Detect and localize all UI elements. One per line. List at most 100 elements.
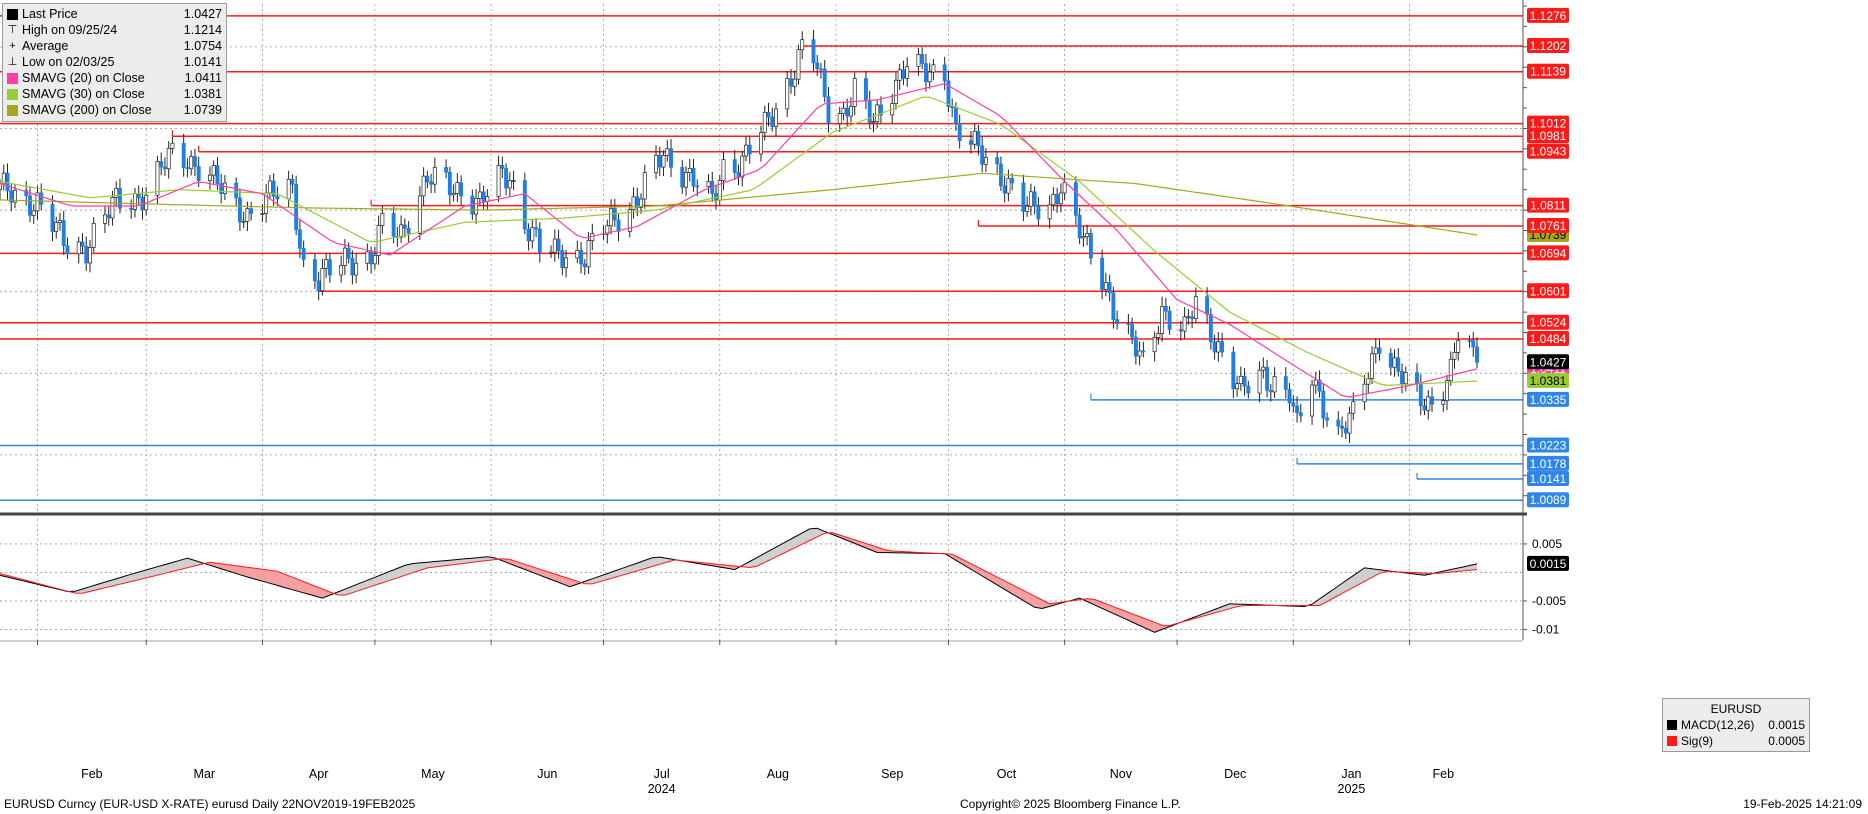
candle-body xyxy=(1051,194,1056,206)
price-axis-label-bg xyxy=(1527,63,1569,79)
candle-body xyxy=(1257,369,1262,394)
price-axis-label: 1.0427 xyxy=(1530,355,1567,369)
macd-histogram-band xyxy=(1207,609,1215,615)
candle-body xyxy=(1182,316,1187,332)
candle-body xyxy=(983,157,988,165)
macd-histogram-band xyxy=(794,532,803,548)
moving-averages xyxy=(0,82,1478,398)
macd-histogram-band xyxy=(877,547,885,553)
macd-histogram-band xyxy=(749,557,758,568)
legend-row: SMAVG (20) on Close 1.0411 xyxy=(7,70,222,86)
candle-body xyxy=(916,54,921,68)
candle-body xyxy=(312,259,317,282)
square-icon xyxy=(7,8,18,20)
candle-body xyxy=(564,257,569,269)
candle-body xyxy=(1115,319,1120,324)
candle-body xyxy=(451,192,456,196)
candle-body xyxy=(192,156,197,167)
candle-body xyxy=(792,78,797,87)
price-axis-label: 1.0981 xyxy=(1530,129,1567,143)
legend-row: MACD(12,26) 0.0015 xyxy=(1667,717,1805,733)
legend-label: Low on 02/03/25 xyxy=(22,55,115,69)
macd-histogram-band xyxy=(149,566,158,578)
candle-body xyxy=(1347,412,1352,434)
candle-body xyxy=(1073,182,1078,216)
macd-histogram-band xyxy=(854,539,863,547)
legend-value: 1.0427 xyxy=(183,7,222,21)
candle-body xyxy=(852,78,857,107)
candle-body xyxy=(942,64,947,82)
candle-body xyxy=(103,214,107,224)
candle-body xyxy=(185,167,190,170)
candle-body xyxy=(222,182,227,194)
candle-body xyxy=(1441,400,1446,405)
macd-histogram-band xyxy=(389,568,398,581)
price-axis-label-bg xyxy=(1527,331,1569,347)
price-axis-label: 1.0694 xyxy=(1530,246,1567,260)
candle-body xyxy=(432,167,437,185)
candle-body xyxy=(369,251,374,265)
candle-body xyxy=(1388,352,1393,368)
candle-body xyxy=(339,264,344,276)
candle-body xyxy=(627,209,632,232)
candle-body xyxy=(65,245,70,255)
candle-body xyxy=(474,198,479,215)
candle-body xyxy=(215,165,220,184)
candle-body xyxy=(301,247,306,260)
candle-body xyxy=(762,111,767,133)
macd-last-label: 0.0015 xyxy=(1530,557,1567,571)
macd-histogram-band xyxy=(239,566,248,578)
macd-histogram-band xyxy=(404,563,413,576)
candle-body xyxy=(324,259,329,269)
candle-body xyxy=(481,191,486,202)
candle-body xyxy=(654,154,658,174)
price-axis-label: 1.1139 xyxy=(1530,65,1566,79)
candle-body xyxy=(661,155,666,168)
macd-histogram-band xyxy=(314,586,323,599)
candle-body xyxy=(1396,357,1401,372)
candle-body xyxy=(635,196,640,208)
macd-histogram-band xyxy=(134,571,143,581)
macd-histogram-band xyxy=(1342,578,1350,594)
candle-body xyxy=(35,192,40,212)
candle-body xyxy=(556,238,561,251)
candle-body xyxy=(511,180,516,182)
candle-body xyxy=(399,224,404,238)
candle-body xyxy=(1445,380,1449,401)
footer-security: EURUSD Curncy (EUR-USD X-RATE) eurusd Da… xyxy=(4,797,416,811)
macd-histogram-band xyxy=(284,574,293,590)
candle-body xyxy=(88,247,92,264)
candle-body xyxy=(841,107,846,114)
candle-body xyxy=(905,66,910,79)
candle-body xyxy=(110,197,115,219)
candle-body xyxy=(796,49,801,80)
candle-body xyxy=(455,182,460,194)
price-axis-label: 1.0089 xyxy=(1530,493,1567,507)
candle-body xyxy=(1415,372,1419,385)
price-axis-label-bg xyxy=(1527,38,1569,54)
macd-histogram-band xyxy=(217,563,225,570)
candle-body xyxy=(747,144,752,155)
macd-histogram-band xyxy=(637,560,645,571)
month-label: May xyxy=(421,767,445,781)
candle-body xyxy=(837,113,842,124)
candle-body xyxy=(1418,383,1423,407)
candle-body xyxy=(1321,390,1326,419)
candle-body xyxy=(162,166,167,170)
macd-histogram-band xyxy=(434,560,443,567)
candle-body xyxy=(219,183,224,194)
candle-body xyxy=(500,165,505,169)
candle-body xyxy=(1220,341,1225,353)
candle-body xyxy=(76,241,81,255)
candle-body xyxy=(1261,366,1266,371)
candle-body xyxy=(1287,389,1292,404)
macd-histogram-band xyxy=(232,565,240,575)
macd-legend: EURUSD MACD(12,26) 0.0015 Sig(9) 0.0005 xyxy=(1662,698,1810,752)
macd-histogram-band xyxy=(412,562,420,573)
macd-histogram-band xyxy=(157,564,165,576)
candle-body xyxy=(181,142,186,168)
candle-body xyxy=(875,104,880,122)
candle-body xyxy=(241,220,246,223)
macd-histogram-band xyxy=(247,567,255,580)
candle-body xyxy=(560,250,565,269)
